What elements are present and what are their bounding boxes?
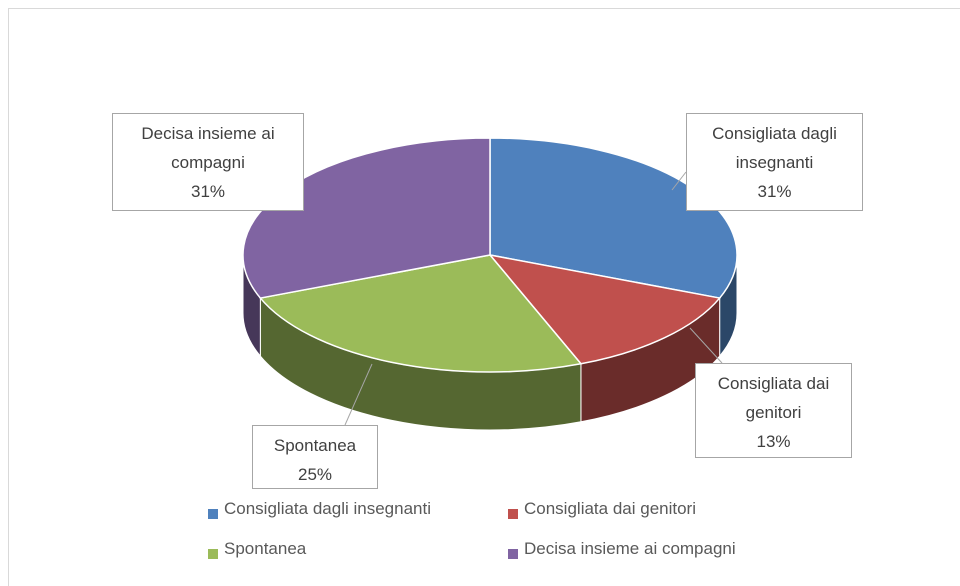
legend-swatch xyxy=(208,549,218,559)
slice xyxy=(488,253,722,365)
data-label-category: Consigliata dai genitori xyxy=(717,374,830,422)
leader-line xyxy=(689,327,723,364)
data-label: Decisa insieme ai compagni 31% xyxy=(112,113,304,211)
leader-line xyxy=(344,363,373,426)
data-label-value: 25% xyxy=(297,465,333,484)
data-label: Spontanea 25% xyxy=(252,425,378,489)
data-label-value: 31% xyxy=(757,182,792,201)
data-label: Consigliata dai genitori 13% xyxy=(695,363,852,458)
legend-label: Decisa insieme ai compagni xyxy=(524,539,736,558)
chart-border xyxy=(8,8,960,586)
legend-swatch xyxy=(508,549,518,559)
data-label-value: 13% xyxy=(756,432,791,451)
data-label-value: 31% xyxy=(190,182,226,201)
data-label-category: Spontanea xyxy=(273,436,357,455)
legend-label: Consigliata dai genitori xyxy=(524,499,696,518)
data-label: Consigliata dagli insegnanti 31% xyxy=(686,113,863,211)
leader-line xyxy=(671,171,687,191)
data-label-category: Consigliata dagli insegnanti xyxy=(712,124,837,172)
legend-label: Spontanea xyxy=(224,539,307,558)
slice xyxy=(258,254,583,373)
legend-label: Consigliata dagli insegnanti xyxy=(224,499,431,518)
legend-swatch xyxy=(208,509,218,519)
legend-swatch xyxy=(508,509,518,519)
data-label-category: Decisa insieme ai compagni xyxy=(141,124,275,172)
